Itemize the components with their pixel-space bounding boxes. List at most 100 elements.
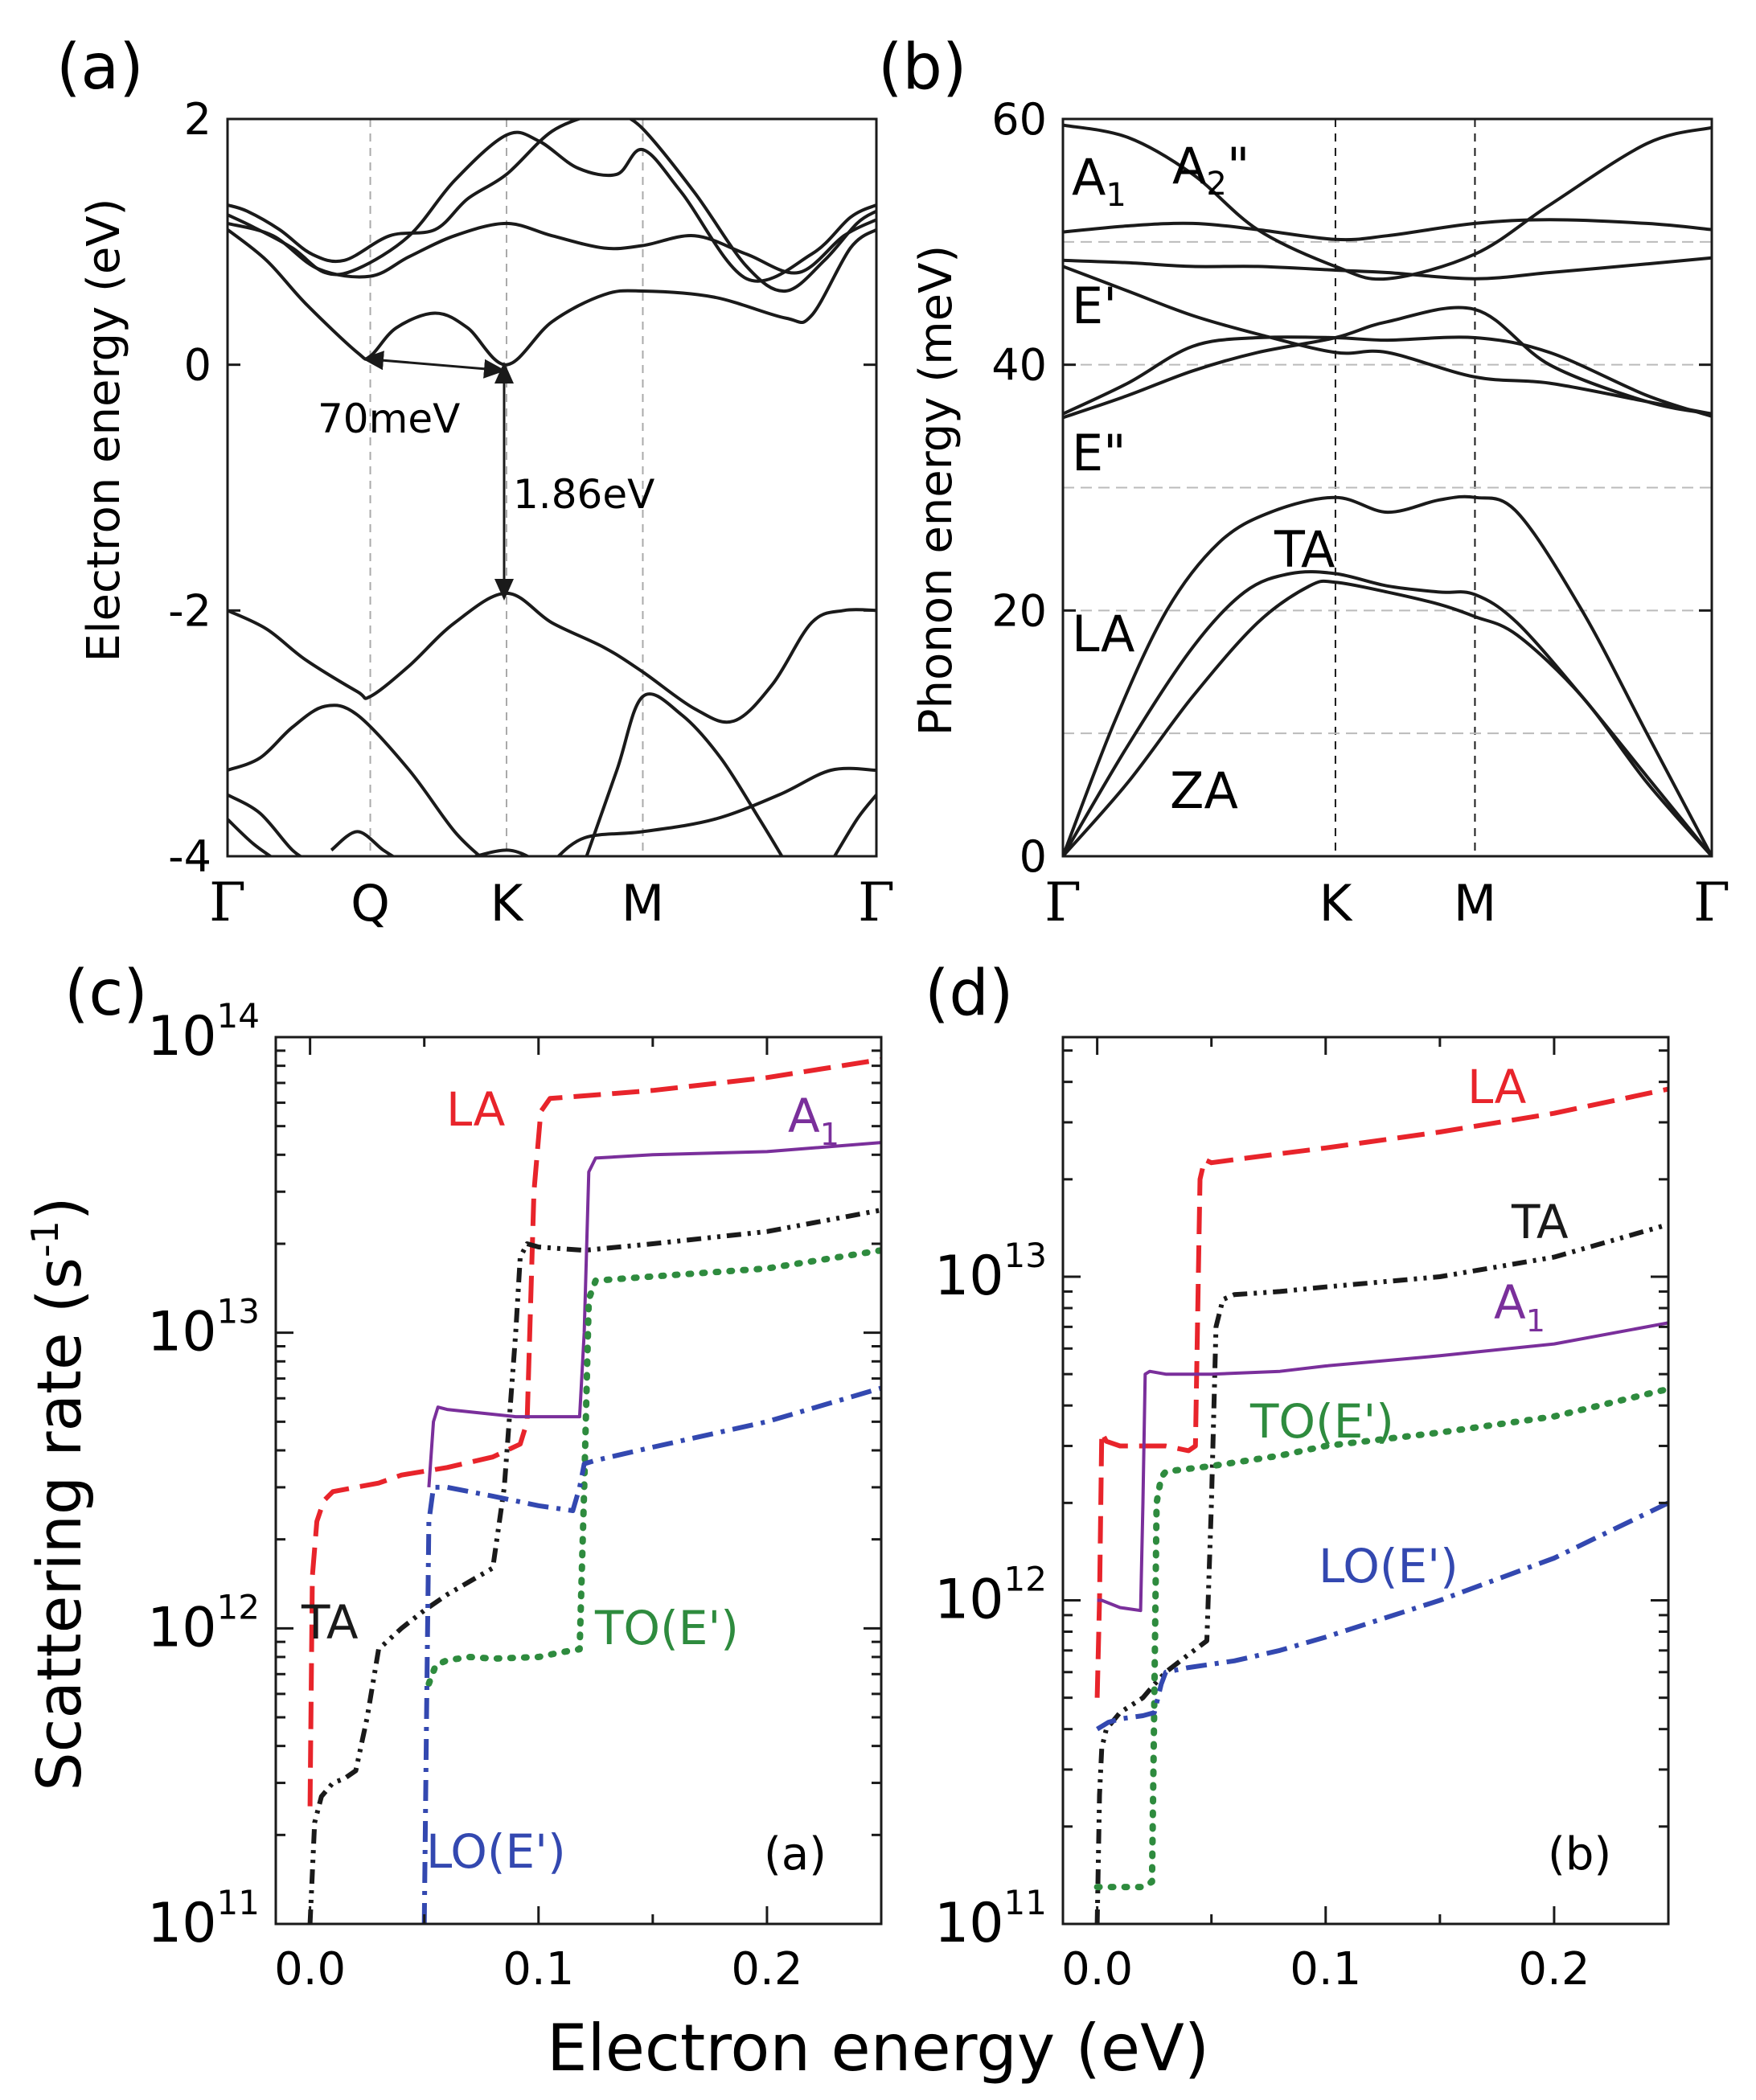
panel-b-label: (b) <box>878 31 966 104</box>
a-xtick-label-2: K <box>490 874 524 933</box>
a-xtick-label-4: Γ <box>858 872 895 933</box>
mode-label-edouble: E" <box>1072 424 1126 482</box>
panel-b-bands <box>1063 123 1712 856</box>
c-ytick-label-0: 1011 <box>147 1883 260 1955</box>
c-ytick-label-3: 1014 <box>147 996 260 1068</box>
a-ytick-label-0: -4 <box>168 831 211 882</box>
direct-gap-label: 1.86eV <box>513 471 654 518</box>
panel-b-mode-labels: A1 A2" E' E" LA TA ZA <box>1072 137 1335 820</box>
d-series-LO <box>1096 1500 1668 1732</box>
panel-d-inner-label: (b) <box>1548 1828 1611 1881</box>
b-band-Edouble2 <box>1063 335 1712 418</box>
panel-c-series-labels: LA A1 TA TO(E') LO(E') <box>301 1082 839 1879</box>
a-band-c1 <box>228 228 876 367</box>
d-series-LA <box>1094 1086 1668 1698</box>
b-xtick-label-1: K <box>1319 874 1353 933</box>
a-band-v3 <box>228 793 304 856</box>
d-ytick-label-2: 1013 <box>934 1236 1047 1308</box>
scattering-rate-ylabel: Scattering rate (s-1) <box>23 1196 95 1790</box>
mode-label-eprime: E' <box>1072 277 1117 335</box>
d-label-a1: A1 <box>1494 1275 1545 1339</box>
d-ytick-label-1: 1012 <box>934 1559 1047 1631</box>
panel-b-yticks: 0 20 40 60 <box>991 94 1712 882</box>
c-ytick-label-2: 1013 <box>147 1292 260 1364</box>
mode-label-la: LA <box>1072 605 1134 663</box>
a-band-c4 <box>228 119 585 264</box>
b-band-A1 <box>1063 218 1712 242</box>
c-xtick-label-1: 0.1 <box>503 1943 574 1995</box>
d-series-A1 <box>1097 1321 1668 1613</box>
c-series-LA <box>307 1056 881 1807</box>
panel-a-label: (a) <box>56 31 144 104</box>
mode-label-ta: TA <box>1274 520 1335 579</box>
d-xtick-label-2: 0.2 <box>1518 1943 1590 1995</box>
a-band-v6 <box>228 818 273 856</box>
d-series-TA <box>1094 1222 1668 1924</box>
b-band-Edouble1 <box>1063 306 1712 420</box>
panel-a-frame <box>226 117 878 858</box>
a-xtick-label-1: Q <box>351 874 390 933</box>
c-ytick-label-1: 1012 <box>147 1587 260 1659</box>
mode-label-za: ZA <box>1170 761 1238 820</box>
b-band-Eprime1 <box>1063 265 1712 416</box>
a-band-v5 <box>556 766 876 856</box>
panel-b-gridlines <box>1063 119 1712 856</box>
b-ytick-label-3: 60 <box>991 94 1047 145</box>
b-band-Eprime2 <box>1063 256 1712 281</box>
d-label-la: LA <box>1467 1060 1527 1114</box>
panel-a-bands <box>228 119 876 856</box>
panel-b-frame <box>1061 117 1713 858</box>
b-band-TA <box>1063 570 1712 856</box>
d-series-TO <box>1093 1385 1668 1891</box>
panel-d-series-labels: LA TA A1 TO(E') LO(E') <box>1249 1060 1569 1593</box>
panel-c-scattering-rate-a: (c) Scattering rate (s-1) 1011 1012 1013 10… <box>23 958 883 1995</box>
b-ytick-label-1: 20 <box>991 585 1047 636</box>
panel-c-inner-label: (a) <box>764 1828 827 1881</box>
d-xtick-label-0: 0.0 <box>1061 1943 1133 1995</box>
panel-d-scattering-rate-b: (d) 1011 1012 1013 0.0 0.1 0.2 (b) LA TA A1 … <box>925 958 1670 1995</box>
b-ytick-label-0: 0 <box>1020 831 1047 882</box>
panel-a-yticks: -4 -2 0 2 <box>168 94 876 882</box>
a-ytick-label-2: 0 <box>184 340 211 391</box>
a-band-v7 <box>330 830 396 856</box>
b-xtick-label-0: Γ <box>1044 872 1081 933</box>
c-xtick-label-0: 0.0 <box>274 1943 346 1995</box>
panel-c-label: (c) <box>64 958 148 1030</box>
d-label-ta: TA <box>1511 1195 1569 1249</box>
panel-b-ylabel: Phonon energy (meV) <box>910 245 962 736</box>
panel-d-series <box>1093 1086 1668 1924</box>
b-band-LA <box>1063 494 1712 856</box>
c-label-la: LA <box>446 1082 506 1137</box>
a-band-v4 <box>585 692 784 856</box>
c-label-a1: A1 <box>788 1089 839 1152</box>
panel-d-label: (d) <box>925 958 1013 1030</box>
c-label-ta: TA <box>301 1595 359 1650</box>
panel-b-phonon-dispersion: (b) Phonon energy (meV) 0 20 40 60 Γ K M Γ A1 … <box>878 31 1730 933</box>
panel-a-electron-bands: (a) Electron energy (eV) 70meV 1.86eV -4… <box>56 31 895 933</box>
indirect-gap-label: 70meV <box>318 396 460 442</box>
panel-d-frame <box>1061 1036 1670 1926</box>
panel-c-frame <box>274 1036 883 1926</box>
a-ytick-label-3: 2 <box>184 94 211 145</box>
b-ytick-label-2: 40 <box>991 340 1047 391</box>
panel-d-xticks: 0.0 0.1 0.2 <box>1061 1037 1670 1995</box>
c-series-TA <box>307 1208 881 1924</box>
a-band-c2 <box>228 218 876 279</box>
c-series-A1 <box>427 1141 881 1488</box>
d-label-to: TO(E') <box>1249 1394 1394 1449</box>
b-xtick-label-3: Γ <box>1693 872 1730 933</box>
panel-c-xticks: 0.0 0.1 0.2 <box>274 1037 883 1995</box>
panel-c-series <box>307 1056 881 1924</box>
indirect-gap-arrow <box>362 351 506 379</box>
panel-a-ylabel: Electron energy (eV) <box>78 199 130 662</box>
c-label-lo: LO(E') <box>426 1824 566 1879</box>
a-xtick-label-0: Γ <box>209 872 246 933</box>
a-band-v1 <box>228 591 876 724</box>
a-band-v8 <box>470 848 531 856</box>
mode-label-a1: A1 <box>1072 148 1126 214</box>
a-band-v9 <box>832 794 876 856</box>
b-xtick-label-2: M <box>1454 874 1497 933</box>
